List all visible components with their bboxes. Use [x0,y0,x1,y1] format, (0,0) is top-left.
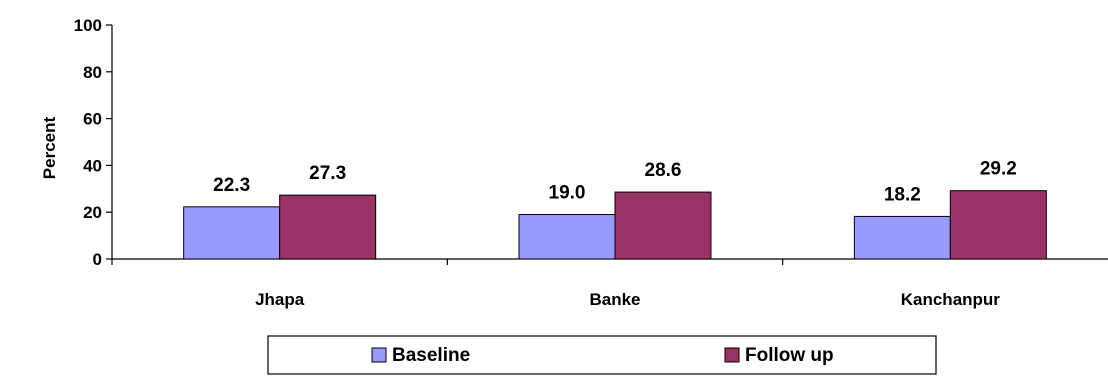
legend-swatch [724,347,740,363]
y-tick-label: 60 [83,110,102,129]
category-label: Kanchanpur [901,290,1001,309]
bars-group [183,190,1047,260]
bar-baseline [518,214,616,260]
legend: Baseline Follow up [267,335,937,375]
category-labels-group: Jhapa Banke Kanchanpur [255,290,1000,309]
bar-follow-up [614,191,712,260]
legend-box [267,335,937,375]
bar-follow-up [949,190,1047,260]
y-tick-label: 80 [83,63,102,82]
legend-label: Follow up [745,345,834,366]
y-tick-label: 40 [83,156,102,175]
data-label: 19.0 [549,183,586,204]
value-labels-group: 22.3 27.3 19.0 28.6 18.2 29.2 [213,159,1017,206]
y-tick-label: 0 [93,250,102,269]
y-axis-title: Percent [40,116,59,179]
bar-baseline [853,215,951,260]
category-label: Jhapa [255,290,305,309]
data-label: 29.2 [980,159,1017,180]
data-label: 28.6 [645,160,682,181]
data-label: 18.2 [884,184,921,205]
legend-label: Baseline [392,345,470,366]
bar-baseline [183,206,281,260]
data-label: 22.3 [213,175,250,196]
y-tick-label: 100 [74,16,102,35]
bar-follow-up [279,194,377,260]
legend-swatch [371,347,387,363]
y-tick-label: 20 [83,203,102,222]
data-label: 27.3 [309,163,346,184]
category-label: Banke [589,290,640,309]
